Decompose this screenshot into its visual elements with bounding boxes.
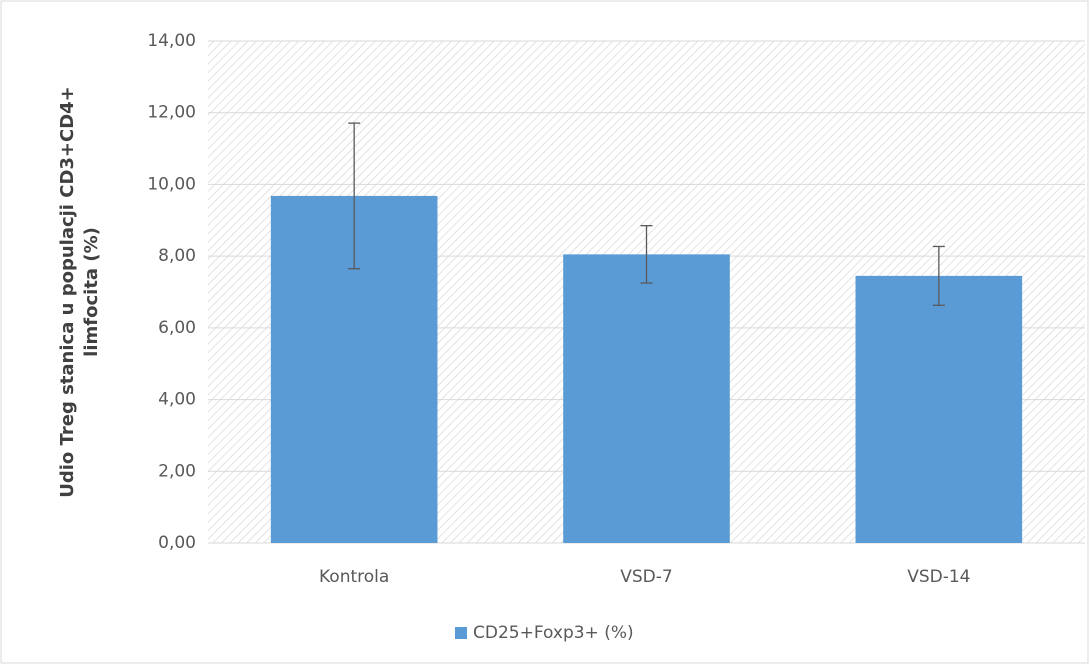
error-bar [932, 245, 945, 306]
y-tick-label: 8,00 [158, 246, 196, 266]
y-tick-label: 6,00 [158, 318, 196, 338]
bar [563, 254, 730, 543]
error-bar [640, 225, 653, 284]
bar [855, 275, 1023, 543]
x-tick-label: VSD-7 [620, 567, 672, 587]
y-tick-label: 4,00 [158, 390, 196, 410]
y-tick-label: 10,00 [147, 174, 196, 194]
y-tick-label: 14,00 [147, 31, 196, 51]
legend-label: CD25+Foxp3+ (%) [473, 623, 634, 643]
y-tick-label: 12,00 [147, 103, 196, 123]
x-tick-label: VSD-14 [907, 567, 970, 587]
y-tick-label: 0,00 [158, 533, 196, 553]
y-tick-label: 2,00 [158, 461, 196, 481]
legend-swatch [455, 627, 467, 639]
y-axis-label: limfocita (%) [81, 227, 102, 357]
y-axis-label: Udio Treg stanica u populacji CD3+CD4+ [57, 86, 78, 498]
error-bar [348, 122, 361, 270]
x-tick-label: Kontrola [319, 567, 389, 587]
